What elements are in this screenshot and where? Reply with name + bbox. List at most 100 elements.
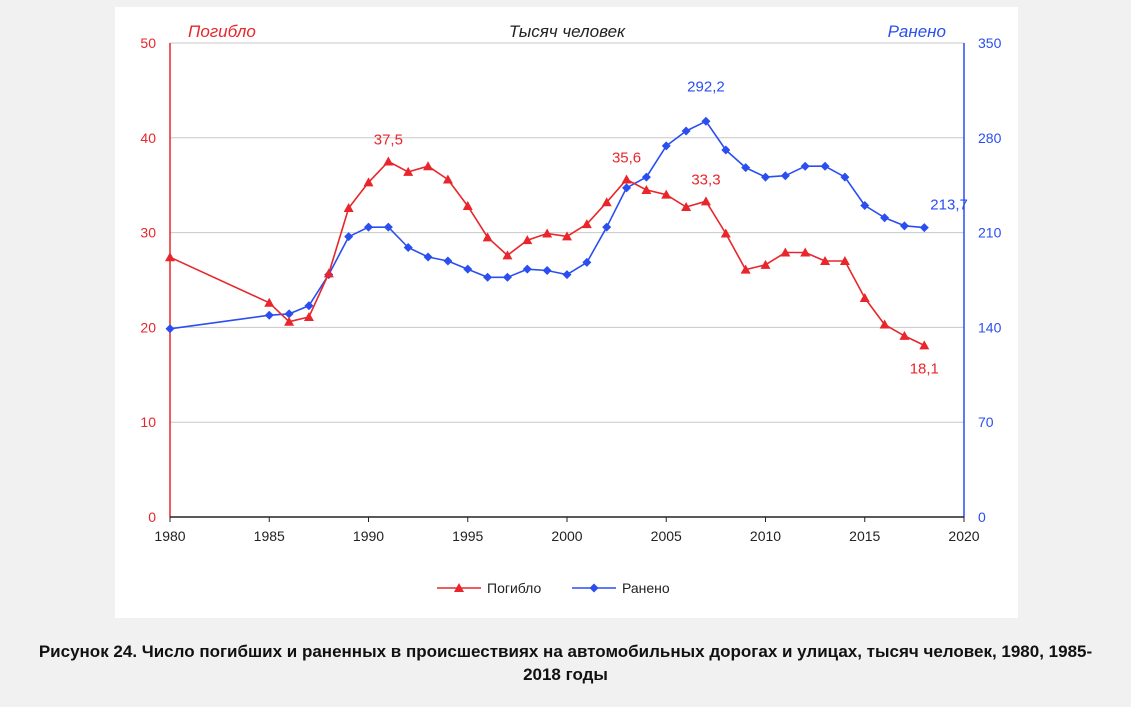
data-point-pogiblo [760, 259, 771, 269]
data-point-raneno [820, 161, 830, 171]
x-tick-label: 1985 [254, 528, 285, 544]
data-point-pogiblo [264, 297, 275, 307]
data-point-raneno [780, 171, 790, 181]
data-label: 37,5 [374, 132, 403, 149]
data-point-pogiblo [919, 340, 930, 350]
data-label: 292,2 [687, 78, 725, 95]
data-point-pogiblo [780, 247, 791, 257]
y-right-tick-label: 210 [978, 225, 1002, 241]
data-point-pogiblo [661, 189, 672, 199]
data-point-pogiblo [740, 264, 751, 274]
data-point-pogiblo [423, 161, 434, 171]
data-point-raneno [344, 232, 354, 242]
data-point-pogiblo [383, 156, 394, 166]
legend-label-pogiblo: Погибло [487, 580, 541, 596]
data-point-raneno [741, 163, 751, 173]
data-point-raneno [899, 221, 909, 231]
data-point-raneno [284, 309, 294, 319]
data-point-raneno [840, 172, 850, 182]
data-point-raneno [483, 272, 493, 282]
data-point-pogiblo [720, 228, 731, 238]
x-tick-label: 1995 [452, 528, 483, 544]
x-tick-label: 2020 [948, 528, 979, 544]
data-point-pogiblo [343, 202, 354, 212]
y-right-tick-label: 280 [978, 130, 1002, 146]
data-point-pogiblo [403, 166, 414, 176]
data-point-pogiblo [641, 184, 652, 194]
data-point-pogiblo [482, 232, 493, 242]
data-label: 33,3 [691, 171, 720, 188]
left-axis-title: Погибло [188, 22, 256, 41]
data-point-pogiblo [601, 197, 612, 207]
figure-caption: Рисунок 24. Число погибших и раненных в … [38, 642, 1093, 684]
x-tick-label: 1990 [353, 528, 384, 544]
data-point-raneno [522, 264, 532, 274]
data-point-raneno [264, 310, 274, 320]
data-point-raneno [800, 161, 810, 171]
data-point-raneno [721, 145, 731, 155]
x-tick-label: 2005 [651, 528, 682, 544]
series-line-pogiblo [169, 160, 925, 347]
data-point-raneno [165, 324, 175, 334]
data-point-pogiblo [522, 235, 533, 245]
data-point-raneno [661, 141, 671, 151]
x-tick-label: 2000 [551, 528, 582, 544]
data-point-raneno [602, 222, 612, 232]
data-point-raneno [919, 223, 929, 233]
data-point-raneno [403, 242, 413, 252]
data-point-pogiblo [621, 174, 632, 184]
data-point-raneno [383, 222, 393, 232]
legend-marker-raneno [589, 583, 599, 593]
y-left-tick-label: 20 [140, 319, 156, 335]
data-point-pogiblo [800, 247, 811, 257]
line-chart: 0 10 20 30 40 50 0 70 140 210 280 350 1980 1985 1990 19… [140, 22, 1002, 596]
y-right-tick-label: 70 [978, 414, 994, 430]
data-point-pogiblo [700, 196, 711, 206]
data-point-raneno [582, 257, 592, 267]
data-point-pogiblo [879, 319, 890, 329]
series-line-raneno [169, 120, 925, 330]
x-tick-label: 2015 [849, 528, 880, 544]
data-point-raneno [502, 272, 512, 282]
data-point-raneno [423, 252, 433, 262]
data-point-pogiblo [165, 252, 175, 262]
data-point-pogiblo [442, 174, 453, 184]
data-point-pogiblo [323, 268, 334, 278]
unit-label: Тысяч человек [509, 22, 626, 41]
y-right-tick-label: 350 [978, 35, 1002, 51]
data-point-raneno [304, 301, 314, 311]
data-point-pogiblo [502, 250, 513, 260]
legend-marker-pogiblo [454, 583, 464, 592]
y-left-tick-label: 0 [148, 509, 156, 525]
chart-panel: 0 10 20 30 40 50 0 70 140 210 280 350 1980 1985 1990 19… [115, 7, 1018, 618]
data-point-pogiblo [303, 311, 314, 321]
x-tick-label: 2010 [750, 528, 781, 544]
y-right-tick-label: 0 [978, 509, 986, 525]
data-point-raneno [463, 264, 473, 274]
data-point-raneno [562, 270, 572, 280]
data-point-raneno [860, 201, 870, 211]
right-axis-title: Ранено [888, 22, 946, 41]
data-point-pogiblo [859, 293, 870, 303]
data-label: 35,6 [612, 150, 641, 167]
data-point-raneno [880, 213, 890, 223]
data-point-raneno [622, 183, 632, 193]
data-point-pogiblo [542, 228, 553, 238]
data-point-pogiblo [562, 231, 572, 241]
y-left-tick-label: 10 [140, 414, 156, 430]
y-right-tick-label: 140 [978, 319, 1002, 335]
data-point-raneno [443, 256, 453, 266]
data-point-raneno [701, 116, 711, 126]
y-left-tick-label: 40 [140, 130, 156, 146]
legend-label-raneno: Ранено [622, 580, 670, 596]
data-point-pogiblo [462, 201, 473, 211]
data-point-pogiblo [581, 219, 592, 229]
data-point-raneno [641, 172, 651, 182]
data-point-pogiblo [820, 256, 831, 266]
data-point-pogiblo [284, 316, 295, 326]
data-label: 18,1 [910, 360, 939, 377]
x-tick-label: 1980 [154, 528, 185, 544]
y-left-tick-label: 50 [140, 35, 156, 51]
data-point-raneno [364, 222, 373, 232]
data-point-pogiblo [681, 202, 692, 212]
